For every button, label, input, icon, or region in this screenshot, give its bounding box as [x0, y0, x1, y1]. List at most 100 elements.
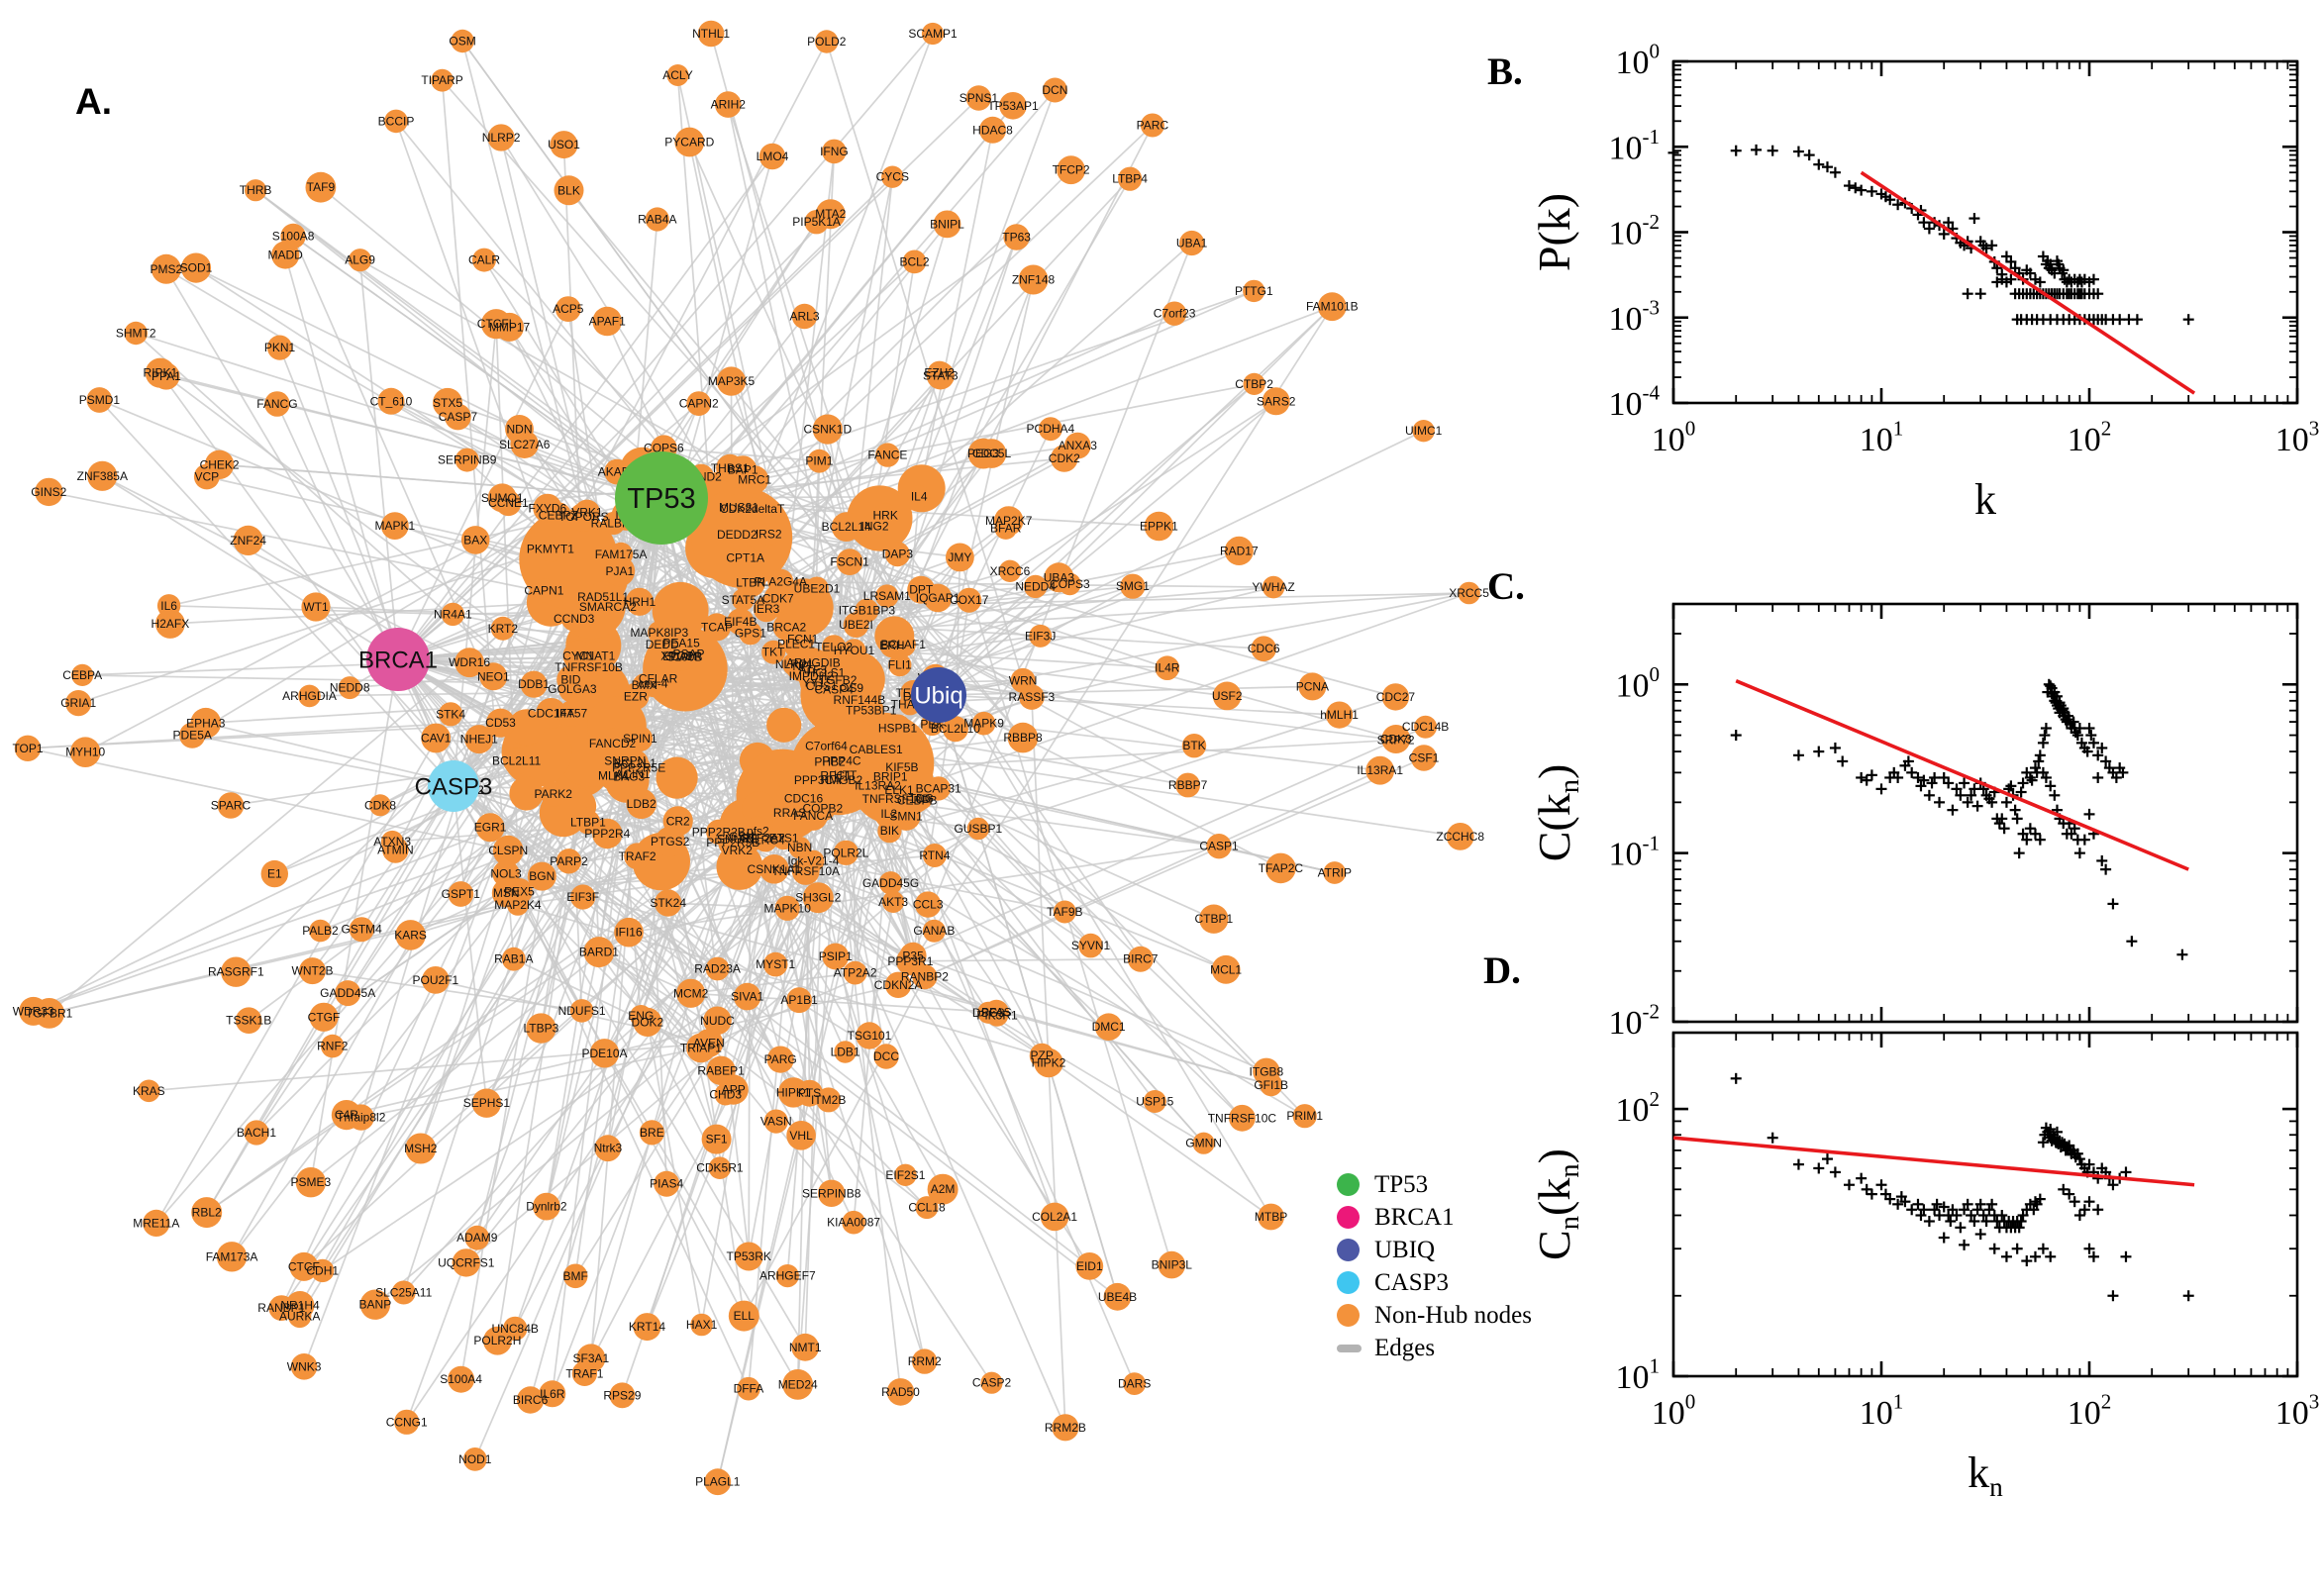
- network-node: [822, 943, 850, 970]
- network-node-label: TELO2: [815, 640, 853, 653]
- network-node: [654, 1170, 680, 1197]
- axis-tick-label: 100: [1615, 662, 1660, 704]
- node-swatch-icon: [1337, 1206, 1360, 1229]
- chart-panel-c: 100 10-1 10-2 C(kn): [1529, 602, 2299, 1042]
- network-node: [676, 978, 706, 1008]
- network-node: [778, 801, 801, 825]
- network-edge: [598, 696, 1396, 953]
- network-node-label: MAPK8IP3: [630, 626, 688, 640]
- network-node-label: CTGF: [308, 1010, 341, 1024]
- network-node: [1018, 264, 1049, 295]
- network-node-label: CDH1: [306, 1263, 339, 1277]
- network-hubs: TP53 BRCA1 Ubiq CASP3: [358, 451, 966, 812]
- network-node-label: CR2: [666, 814, 690, 828]
- network-node: [1042, 77, 1067, 103]
- network-edge: [169, 587, 818, 625]
- network-edge: [924, 756, 1425, 978]
- axis-tick-label: 102: [2068, 1390, 2112, 1432]
- network-node: [902, 249, 927, 274]
- network-node: [295, 1167, 327, 1198]
- network-node: [1224, 536, 1254, 566]
- network-node: [299, 957, 326, 985]
- network-edge: [612, 523, 795, 1093]
- network-node: [1323, 861, 1347, 884]
- network-node-label: ARHGEF7: [759, 1269, 816, 1283]
- network-node-label: FANCA: [793, 809, 833, 823]
- network-node-label: PMS2: [151, 262, 183, 276]
- network-node: [221, 956, 252, 987]
- network-node-label: C4R: [335, 1108, 358, 1122]
- network-node-label: RANBP2: [901, 970, 949, 984]
- network-node: [733, 982, 761, 1011]
- network-node-label: STAT3: [923, 368, 959, 382]
- network-node-label: CDK7: [762, 592, 794, 606]
- network-node: [454, 448, 479, 472]
- network-node-label: CDC5L: [972, 447, 1012, 460]
- network-node: [298, 684, 321, 708]
- network-node: [1140, 113, 1164, 138]
- network-node-label: MYH10: [65, 746, 105, 759]
- network-legend: TP53 BRCA1 UBIQ CASP3 Non-Hub nodes Edges: [1337, 1168, 1532, 1364]
- network-node-label: TGFBR1: [26, 1006, 73, 1020]
- network-node: [65, 690, 92, 717]
- network-edge: [159, 371, 662, 499]
- network-node: [1175, 772, 1200, 798]
- network-node: [791, 1333, 820, 1361]
- network-node-label: EID1: [1076, 1259, 1103, 1273]
- network-node-label: SUMO1: [481, 491, 524, 505]
- network-node-label: VRK2: [722, 844, 754, 857]
- network-node-label: MMP17: [489, 320, 531, 334]
- network-node-label: DFFA: [734, 1382, 764, 1396]
- node-cluster-blob: [509, 776, 544, 811]
- network-node-label: IL13RA1: [1357, 763, 1403, 777]
- network-node-label: VASN: [760, 1115, 792, 1129]
- network-node-label: JMY: [948, 550, 971, 564]
- network-edge: [397, 176, 893, 660]
- network-node-label: CCND3: [554, 612, 595, 626]
- network-node: [927, 1173, 959, 1205]
- network-node: [597, 728, 628, 759]
- network-node-label: MAP2K4: [494, 898, 542, 912]
- network-node: [1199, 904, 1229, 934]
- network-node: [985, 1004, 1009, 1027]
- network-edge: [77, 548, 552, 704]
- network-node-label: SEPHS1: [463, 1096, 511, 1110]
- network-node-label: CCNG1: [386, 1415, 428, 1429]
- network-node-label: IFT57: [556, 707, 588, 721]
- network-node: [1019, 684, 1045, 710]
- network-node: [625, 587, 655, 616]
- network-node: [487, 483, 517, 513]
- network-node-label: S100A8: [272, 230, 315, 244]
- network-node-label: NOL3: [490, 867, 522, 881]
- network-node-label: FXYD6: [529, 501, 567, 515]
- network-node-label: KIAA0087: [827, 1216, 880, 1230]
- network-node: [971, 711, 996, 736]
- network-node-label: RAD51L1: [577, 590, 629, 604]
- network-node-label: MTBP: [1255, 1210, 1287, 1224]
- network-node: [583, 937, 615, 968]
- network-node: [290, 1353, 318, 1380]
- network-node-label: COL2A1: [1032, 1210, 1077, 1224]
- network-node-label: PIAS4: [650, 1177, 683, 1191]
- network-node-label: BCL2L11: [492, 754, 541, 768]
- network-node-label: UBE2D1: [794, 581, 841, 595]
- network-node-label: ITGB8: [1250, 1064, 1284, 1078]
- network-node: [732, 545, 758, 571]
- network-node: [621, 762, 645, 786]
- network-edge: [660, 497, 1066, 1429]
- network-node-label: SYVN1: [1071, 939, 1111, 952]
- network-node: [1158, 1250, 1186, 1279]
- network-node: [394, 1409, 420, 1435]
- network-edge: [27, 694, 940, 749]
- network-node-label: ING2: [860, 520, 888, 534]
- network-node: [539, 1380, 566, 1408]
- network-node-label: CASP2: [972, 1376, 1012, 1390]
- network-node-label: POLD2: [807, 35, 847, 49]
- network-edge: [825, 41, 1024, 681]
- network-node-label: MYST1: [756, 957, 795, 971]
- network-node-label: SCAMP1: [908, 27, 958, 41]
- network-node-label: IL4R: [1155, 661, 1180, 675]
- network-node: [338, 676, 361, 700]
